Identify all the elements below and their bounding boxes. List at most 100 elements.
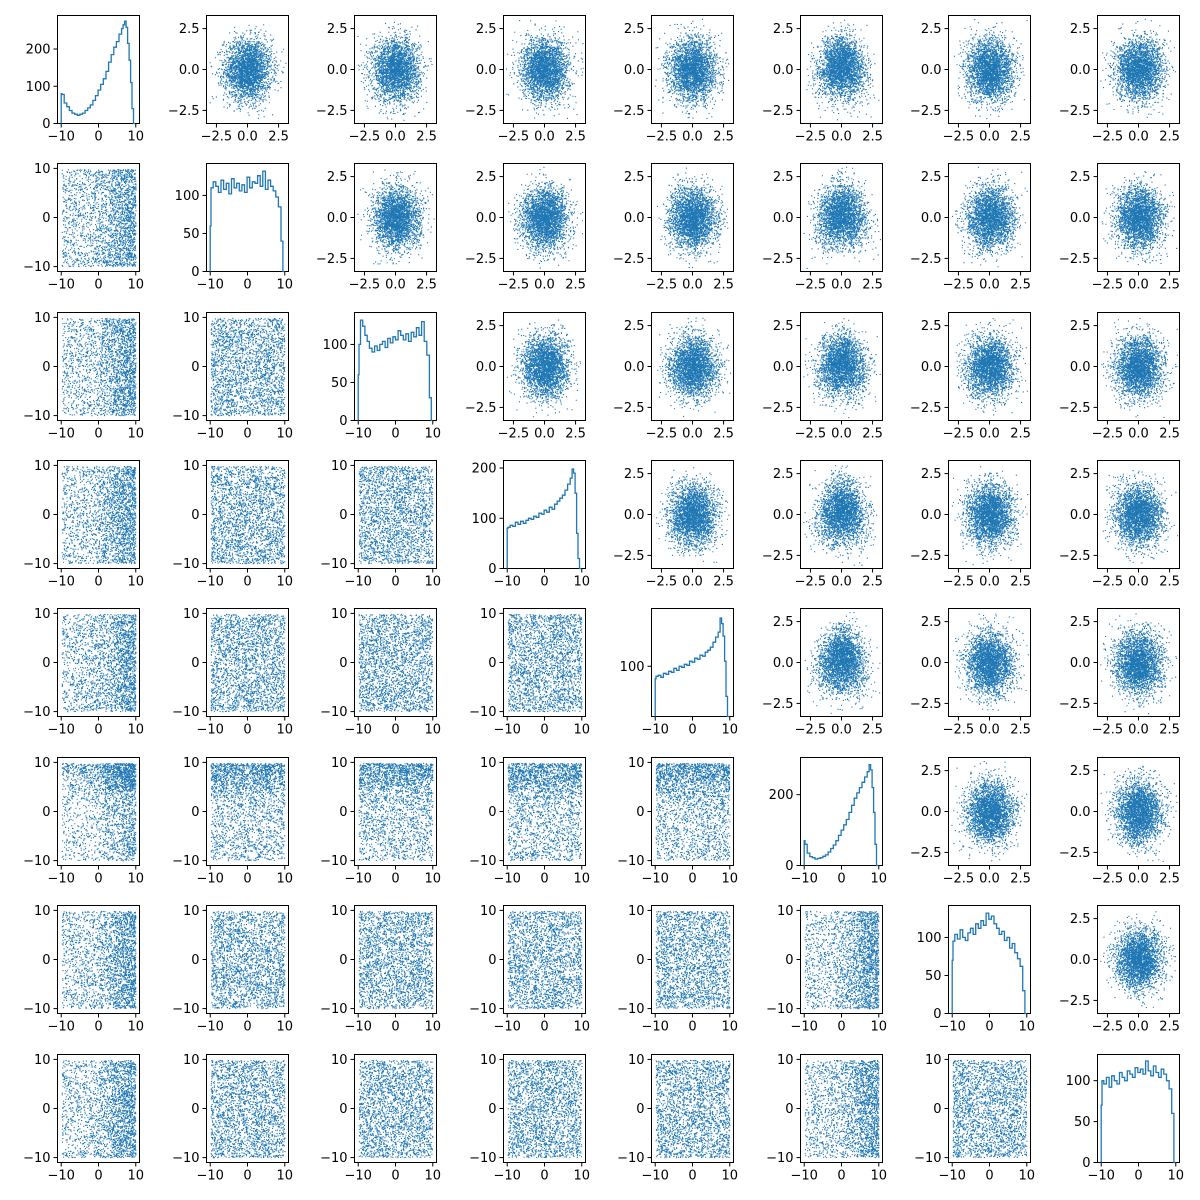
y-tick-label: −2.5 — [613, 104, 645, 119]
y-tick-label: −10 — [23, 1151, 50, 1166]
x-tick-label: −2.5 — [943, 723, 975, 738]
y-tick-label: −10 — [617, 1002, 644, 1017]
x-tick-label: −10 — [197, 1020, 224, 1035]
y-tick-label: −10 — [172, 1002, 199, 1017]
y-tick-label: 0.0 — [1070, 805, 1091, 820]
x-tick-label: −10 — [48, 427, 75, 442]
panel-2-4: −2.5 0.0 2.5 −2.5 0.0 2.5 — [613, 312, 734, 442]
x-tick-label: −10 — [494, 1020, 521, 1035]
panel-3-7: −2.5 0.0 2.5 −2.5 0.0 2.5 — [1059, 460, 1180, 590]
x-tick-label: −2.5 — [795, 575, 827, 590]
scatter-points — [210, 762, 286, 862]
x-tick-label: 10 — [127, 1020, 144, 1035]
x-tick-label: 0 — [391, 1020, 399, 1035]
x-tick-label: 0 — [391, 575, 399, 590]
x-tick-label: −10 — [345, 427, 372, 442]
x-tick-label: −2.5 — [498, 278, 530, 293]
panel-1-4: −2.5 0.0 2.5 −2.5 0.0 2.5 — [613, 163, 734, 293]
panel-1-3: −2.5 0.0 2.5 −2.5 0.0 2.5 — [465, 163, 586, 293]
y-tick-label: 10 — [183, 904, 200, 919]
panel-7-0: −10 0 10 −10 0 10 — [23, 1053, 144, 1184]
y-tick-label: 2.5 — [773, 467, 794, 482]
y-tick-label: 0.0 — [476, 63, 497, 78]
x-tick-label: 10 — [127, 427, 144, 442]
y-tick-label: 0.0 — [1070, 508, 1091, 523]
scatter-points — [1101, 317, 1178, 418]
y-tick-label: 0.0 — [773, 508, 794, 523]
x-tick-label: 2.5 — [1159, 278, 1180, 293]
y-tick-label: 2.5 — [624, 22, 645, 37]
x-tick-label: 10 — [127, 723, 144, 738]
x-tick-label: −10 — [642, 872, 669, 887]
y-tick-label: 10 — [183, 459, 200, 474]
y-tick-label: 0 — [42, 953, 50, 968]
x-tick-label: 2.5 — [416, 130, 437, 145]
y-tick-label: 2.5 — [327, 22, 348, 37]
panel-3-4: −2.5 0.0 2.5 −2.5 0.0 2.5 — [613, 460, 734, 590]
y-tick-label: −10 — [469, 1002, 496, 1017]
x-tick-label: 10 — [276, 723, 293, 738]
y-tick-label: 10 — [777, 904, 794, 919]
x-tick-label: −10 — [345, 1169, 372, 1184]
x-tick-label: 2.5 — [268, 130, 289, 145]
y-tick-label: 0.0 — [921, 211, 942, 226]
x-tick-label: 0.0 — [534, 278, 555, 293]
y-tick-label: 2.5 — [773, 22, 794, 37]
x-tick-label: −2.5 — [1092, 872, 1124, 887]
x-tick-label: −2.5 — [795, 427, 827, 442]
y-tick-label: 0 — [191, 656, 199, 671]
x-tick-label: 10 — [721, 1169, 738, 1184]
x-tick-label: 2.5 — [862, 130, 883, 145]
y-tick-label: 0 — [636, 1102, 644, 1117]
histogram-line — [803, 763, 879, 867]
y-tick-label: 0 — [488, 1102, 496, 1117]
x-tick-label: 0 — [391, 872, 399, 887]
scatter-points — [358, 762, 434, 862]
x-tick-label: −10 — [48, 1169, 75, 1184]
scatter-points — [1102, 470, 1179, 564]
y-tick-label: −10 — [23, 409, 50, 424]
x-tick-label: 2.5 — [565, 278, 586, 293]
x-tick-label: 0 — [1134, 1169, 1142, 1184]
x-tick-label: 0 — [837, 872, 845, 887]
x-tick-label: −2.5 — [1092, 575, 1124, 590]
y-tick-label: 0 — [339, 508, 347, 523]
scatter-points — [358, 613, 434, 713]
y-tick-label: 0.0 — [179, 63, 200, 78]
panel-4-0: −10 0 10 −10 0 10 — [23, 607, 144, 738]
scatter-points — [61, 318, 137, 417]
x-tick-label: 0.0 — [831, 130, 852, 145]
x-tick-label: 2.5 — [862, 575, 883, 590]
scatter-points — [804, 1059, 880, 1159]
scatter-points — [209, 24, 287, 119]
panel-3-6: −2.5 0.0 2.5 −2.5 0.0 2.5 — [910, 460, 1031, 590]
panel-6-0: −10 0 10 −10 0 10 — [23, 904, 144, 1035]
x-tick-label: 0 — [94, 1020, 102, 1035]
y-tick-label: 10 — [777, 1053, 794, 1068]
x-tick-label: 0 — [391, 723, 399, 738]
x-tick-label: −2.5 — [795, 723, 827, 738]
y-tick-label: 100 — [1066, 1074, 1091, 1089]
scatter-points — [358, 1059, 434, 1159]
panel-5-7: −2.5 0.0 2.5 −2.5 0.0 2.5 — [1059, 757, 1180, 887]
y-tick-label: −2.5 — [613, 252, 645, 267]
panel-1-5: −2.5 0.0 2.5 −2.5 0.0 2.5 — [762, 163, 883, 293]
x-tick-label: −2.5 — [646, 130, 678, 145]
y-tick-label: −2.5 — [316, 104, 348, 119]
y-tick-label: 0.0 — [921, 656, 942, 671]
y-tick-label: 100 — [323, 338, 348, 353]
panel-3-0: −10 0 10 −10 0 10 — [23, 459, 144, 590]
x-tick-label: −10 — [642, 1169, 669, 1184]
x-tick-label: 2.5 — [1010, 575, 1031, 590]
y-tick-label: −2.5 — [762, 252, 794, 267]
panel-6-2: −10 0 10 −10 0 10 — [320, 904, 441, 1035]
y-tick-label: −10 — [172, 1151, 199, 1166]
y-tick-label: 10 — [628, 904, 645, 919]
y-tick-label: 10 — [331, 756, 348, 771]
x-tick-label: 2.5 — [862, 723, 883, 738]
y-tick-label: −2.5 — [910, 401, 942, 416]
scatter-points — [357, 169, 435, 265]
y-tick-label: −10 — [23, 1002, 50, 1017]
